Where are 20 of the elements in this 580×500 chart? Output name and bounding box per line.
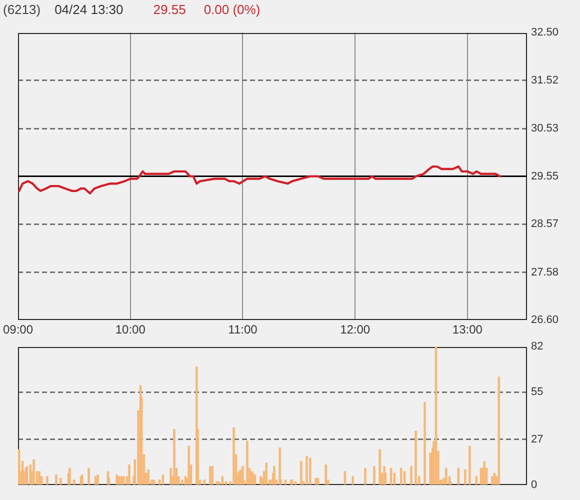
- x-tick-label: 12:00: [340, 322, 370, 337]
- text: 29.55: [153, 2, 186, 18]
- x-tick-label: 09:00: [3, 322, 34, 337]
- text: 0.00 (0%): [204, 2, 260, 18]
- y-tick-label: 32.50: [531, 26, 559, 39]
- y-tick-label: 55: [531, 386, 544, 398]
- y-tick-label: 0: [531, 479, 538, 492]
- x-tick-label: 13:00: [452, 322, 483, 337]
- y-tick-label: 26.60: [531, 314, 559, 326]
- x-tick-label: 10:00: [115, 322, 146, 337]
- y-tick-label: 29.55: [531, 170, 559, 182]
- y-tick-label: 30.53: [531, 122, 559, 135]
- y-tick-label: 27: [531, 433, 544, 446]
- y-tick-label: 31.52: [531, 74, 559, 86]
- chart-subtitle: 04/24 13:30: [54, 2, 124, 18]
- x-tick-label: 11:00: [228, 322, 258, 337]
- y-tick-label: 28.57: [531, 218, 559, 230]
- y-tick-label: 82: [531, 340, 544, 353]
- y-tick-label: 27.58: [531, 266, 559, 278]
- chart-title: (6213): [3, 2, 41, 18]
